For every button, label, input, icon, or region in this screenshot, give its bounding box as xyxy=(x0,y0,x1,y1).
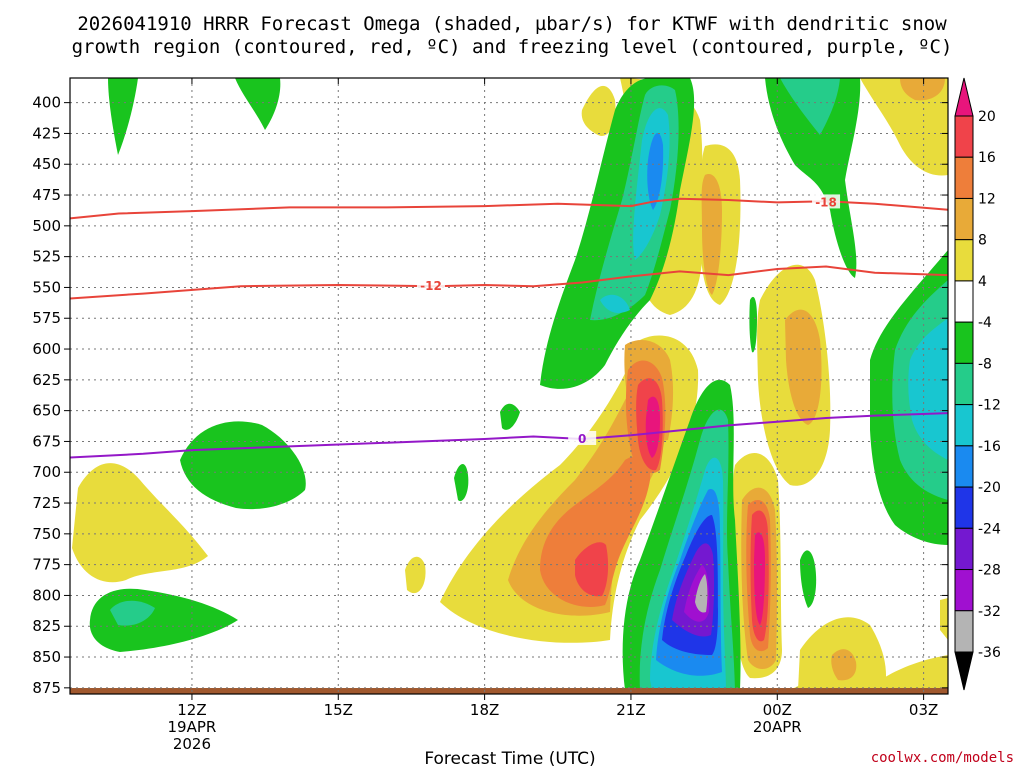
y-tick-label: 500 xyxy=(32,217,61,235)
x-tick-label: 12Z xyxy=(177,701,206,719)
y-tick-label: 450 xyxy=(32,155,61,173)
y-tick-label: 875 xyxy=(32,679,61,697)
colorbar-bin xyxy=(954,115,974,158)
colorbar-bin-bottom xyxy=(954,651,974,691)
credit-link[interactable]: coolwx.com/models xyxy=(871,750,1014,766)
contour-label-bg xyxy=(568,430,597,445)
contour-label: -12 xyxy=(420,279,442,293)
colorbar-bin xyxy=(954,486,974,529)
colorbar-label: -24 xyxy=(978,521,1001,537)
contour--18C xyxy=(69,197,949,220)
colorbar-label: 20 xyxy=(978,109,996,125)
colorbar-bin xyxy=(954,321,974,364)
y-tick-label: 825 xyxy=(32,617,61,635)
colorbar-label: 16 xyxy=(978,150,996,166)
colorbar-label: 12 xyxy=(978,191,996,207)
colorbar: 20 16 12 8 4 -4 -8 -12 -16 -20 -24 -28 -32 -36 xyxy=(954,77,1001,691)
temperature-contours: -18 -12 0 xyxy=(69,194,949,459)
gridlines xyxy=(70,78,948,694)
x-tick-date: 20APR xyxy=(753,718,802,736)
colorbar-bin xyxy=(954,156,974,199)
y-tick-label: 550 xyxy=(32,278,61,296)
contour-label: -18 xyxy=(815,195,837,209)
colorbar-bin xyxy=(954,527,974,571)
colorbar-bin xyxy=(954,404,974,447)
colorbar-label: 8 xyxy=(978,233,987,249)
x-tick-label: 03Z xyxy=(909,701,938,719)
colorbar-bin xyxy=(954,197,974,241)
x-tick-label: 00Z xyxy=(763,701,792,719)
x-tick-label: 21Z xyxy=(616,701,645,719)
colorbar-label: -20 xyxy=(978,480,1001,496)
colorbar-label: -36 xyxy=(978,645,1001,661)
colorbar-label: 4 xyxy=(978,274,987,290)
colorbar-bin xyxy=(954,445,974,488)
y-tick-label: 600 xyxy=(32,340,61,358)
x-tick-label: 18Z xyxy=(470,701,499,719)
y-tick-label: 700 xyxy=(32,463,61,481)
colorbar-bin xyxy=(954,280,974,323)
colorbar-bin xyxy=(954,239,974,282)
y-tick-label: 800 xyxy=(32,586,61,604)
x-axis-label: Forecast Time (UTC) xyxy=(424,749,595,768)
colorbar-bin-top xyxy=(954,77,974,117)
y-tick-label: 750 xyxy=(32,525,61,543)
colorbar-label: -12 xyxy=(978,398,1001,414)
y-tick-label: 475 xyxy=(32,186,61,204)
y-axis-pressure: 400 425 450 475 500 525 550 575 600 625 650 675 700 7… xyxy=(32,94,948,697)
y-tick-label: 675 xyxy=(32,432,61,450)
plot-frame xyxy=(69,77,949,695)
colorbar-bin xyxy=(954,610,974,653)
contour-label: 0 xyxy=(578,432,586,446)
y-tick-label: 525 xyxy=(32,248,61,266)
colorbar-label: -28 xyxy=(978,563,1001,579)
y-tick-label: 775 xyxy=(32,556,61,574)
contour-label-bg xyxy=(416,278,445,293)
colorbar-bin xyxy=(954,362,974,406)
colorbar-label: -16 xyxy=(978,439,1001,455)
contour-label-bg xyxy=(812,194,841,209)
contour--12C xyxy=(69,265,949,300)
omega-shading xyxy=(70,78,948,694)
y-tick-label: 400 xyxy=(32,94,61,112)
y-tick-label: 725 xyxy=(32,494,61,512)
y-tick-label: 625 xyxy=(32,371,61,389)
chart-title-line1: 2026041910 HRRR Forecast Omega (shaded, … xyxy=(77,13,947,35)
y-tick-label: 650 xyxy=(32,402,61,420)
y-tick-label: 575 xyxy=(32,309,61,327)
chart-title-line2: growth region (contoured, red, ºC) and f… xyxy=(72,36,953,58)
colorbar-label: -4 xyxy=(978,315,992,331)
colorbar-label: -8 xyxy=(978,356,992,372)
x-tick-year: 2026 xyxy=(173,735,211,753)
colorbar-label: -32 xyxy=(978,604,1001,620)
y-tick-label: 425 xyxy=(32,124,61,142)
y-tick-label: 850 xyxy=(32,648,61,666)
colorbar-bin xyxy=(954,569,974,612)
x-tick-label: 15Z xyxy=(324,701,353,719)
x-tick-date: 19APR xyxy=(168,718,217,736)
